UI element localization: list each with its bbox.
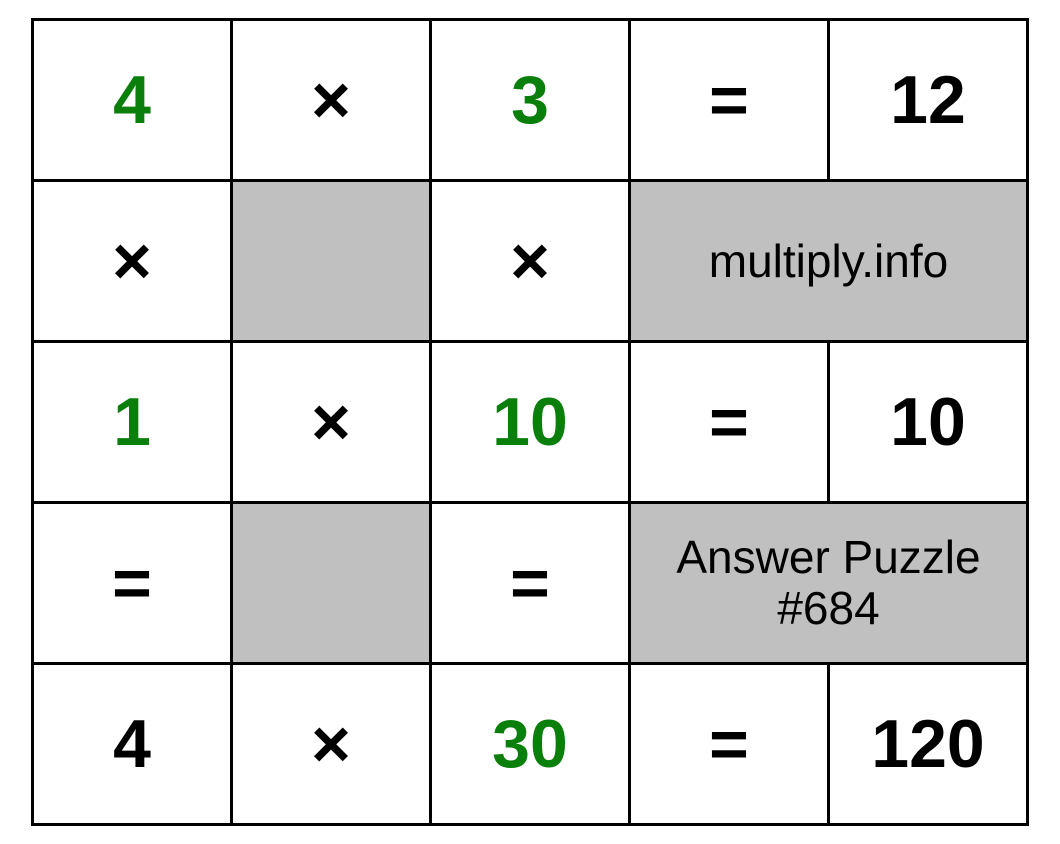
cell-r3c0-equals: = [34, 504, 230, 662]
cell-r0c3-equals: = [631, 21, 827, 179]
cell-r4c0: 4 [34, 665, 230, 823]
cell-r4c3-equals: = [631, 665, 827, 823]
cell-r2c1-operator: × [233, 343, 429, 501]
puzzle-grid: 4 × 3 = 12 × × multiply.info 1 × 10 = 10… [31, 18, 1029, 826]
cell-r2c3-equals: = [631, 343, 827, 501]
cell-r4c4-result: 120 [830, 665, 1026, 823]
cell-r1c0-operator: × [34, 182, 230, 340]
cell-r4c2: 30 [432, 665, 628, 823]
cell-r3c2-equals: = [432, 504, 628, 662]
cell-r4c1-operator: × [233, 665, 429, 823]
cell-r0c4-result: 12 [830, 21, 1026, 179]
cell-r0c0: 4 [34, 21, 230, 179]
cell-r2c2: 10 [432, 343, 628, 501]
cell-r2c0: 1 [34, 343, 230, 501]
cell-r2c4-result: 10 [830, 343, 1026, 501]
cell-r3-puzzle-label: Answer Puzzle #684 [631, 504, 1026, 662]
cell-r1-site-label: multiply.info [631, 182, 1026, 340]
cell-r3c1-blank [233, 504, 429, 662]
cell-r1c1-blank [233, 182, 429, 340]
cell-r0c1-operator: × [233, 21, 429, 179]
cell-r0c2: 3 [432, 21, 628, 179]
cell-r1c2-operator: × [432, 182, 628, 340]
